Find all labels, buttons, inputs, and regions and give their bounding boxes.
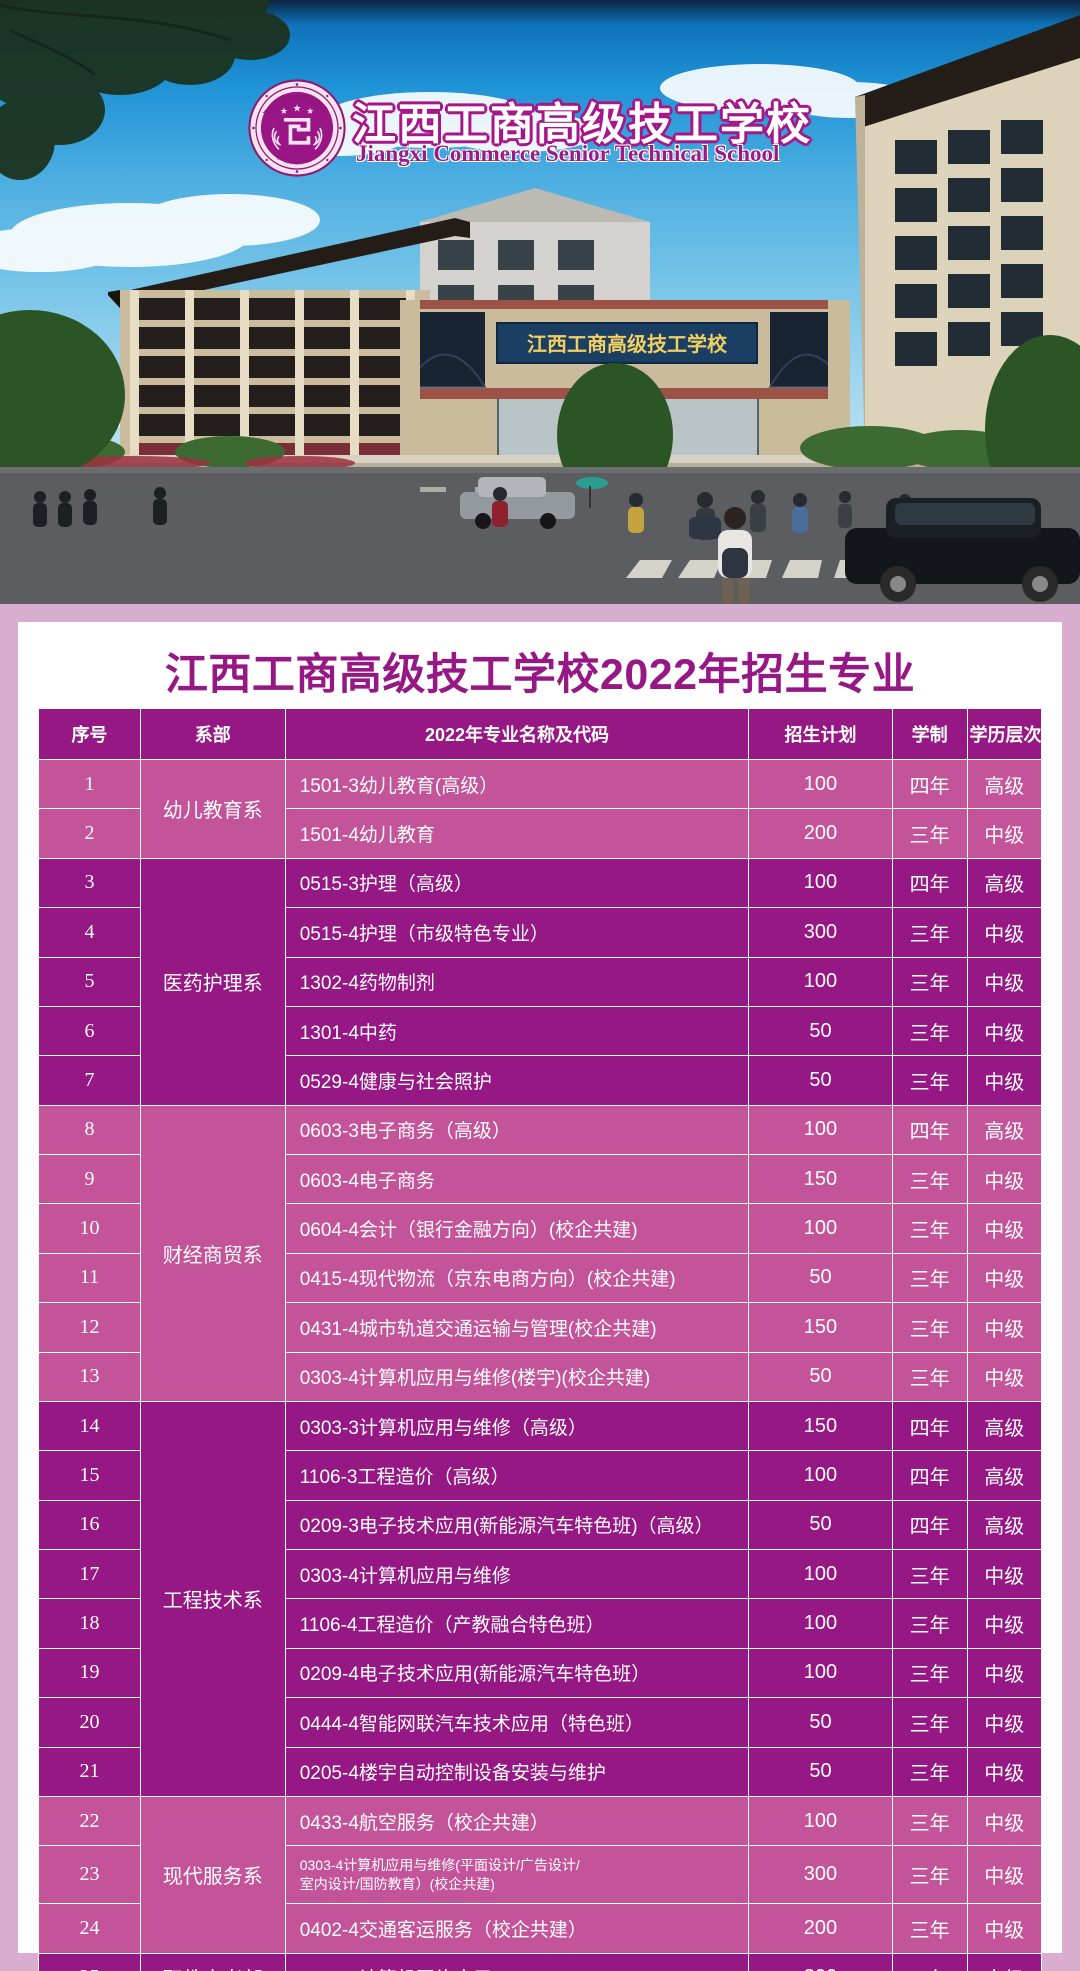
svg-text:★: ★ xyxy=(280,106,288,116)
svg-text:★: ★ xyxy=(306,106,314,116)
svg-text:★: ★ xyxy=(293,104,302,115)
svg-text:江西工商高级技工学校: 江西工商高级技工学校 xyxy=(527,332,728,356)
